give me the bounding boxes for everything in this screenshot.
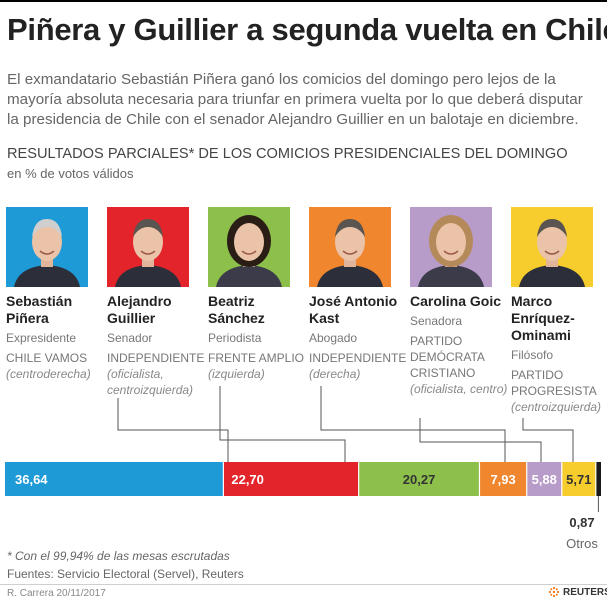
page-subtitle: El exmandatario Sebastián Piñera ganó lo… bbox=[7, 71, 583, 128]
sources: Fuentes: Servicio Electoral (Servel), Re… bbox=[7, 567, 244, 581]
portrait-face bbox=[32, 223, 62, 261]
connector-line bbox=[219, 386, 346, 462]
portrait-hair bbox=[537, 219, 567, 237]
candidate-party: PARTIDO PROGRESISTA bbox=[511, 368, 597, 398]
portrait-face bbox=[537, 223, 567, 261]
candidate-role: Filósofo bbox=[511, 348, 554, 362]
portrait-smile bbox=[544, 250, 560, 255]
reuters-logo: REUTERS bbox=[548, 586, 607, 598]
candidate-info-pinera: Sebastián Piñera Expresidente CHILE VAMO… bbox=[6, 293, 104, 382]
portrait-hair bbox=[335, 219, 365, 237]
candidate-party: INDEPENDIENTE bbox=[309, 351, 407, 365]
credit: R. Carrera 20/11/2017 bbox=[7, 588, 106, 599]
portrait-shoulders bbox=[14, 265, 80, 287]
otros-category-label: Otros bbox=[566, 536, 598, 551]
candidate-name: Beatriz Sánchez bbox=[208, 293, 265, 326]
candidate-party: INDEPENDIENTE bbox=[107, 351, 205, 365]
candidate-role: Expresidente bbox=[6, 331, 77, 345]
otros-value-label: 0,87 bbox=[569, 515, 595, 530]
portrait-hair bbox=[32, 219, 62, 237]
portrait-shoulders bbox=[115, 265, 181, 287]
candidate-ideology: (oficialista, centroizquierda) bbox=[107, 367, 194, 397]
candidate-photo-kast bbox=[309, 207, 391, 287]
portrait-face bbox=[436, 223, 466, 261]
candidate-photo-pinera bbox=[6, 207, 88, 287]
bar-segment bbox=[561, 462, 596, 496]
candidate-role: Abogado bbox=[309, 331, 358, 345]
candidate-name: Carolina Goic bbox=[410, 293, 502, 309]
connector-line bbox=[522, 418, 574, 462]
bar-value-label: 5,71 bbox=[566, 472, 591, 487]
candidate-role: Senador bbox=[107, 331, 153, 345]
candidate-photo-guillier bbox=[107, 207, 189, 287]
portrait-neck bbox=[41, 257, 53, 267]
candidate-info-sanchez: Beatriz Sánchez Periodista FRENTE AMPLIO… bbox=[208, 293, 306, 382]
bottom-rule bbox=[0, 584, 607, 585]
portrait-smile bbox=[342, 250, 358, 255]
candidate-ideology: (centroderecha) bbox=[6, 367, 91, 381]
portrait-neck bbox=[344, 257, 356, 267]
bar-segment bbox=[595, 462, 601, 496]
portrait-hair bbox=[133, 219, 163, 237]
candidate-party: CHILE VAMOS bbox=[6, 351, 88, 365]
top-rule bbox=[0, 0, 607, 2]
portrait-smile bbox=[39, 250, 55, 255]
portrait-shoulders bbox=[216, 265, 282, 287]
candidate-role: Periodista bbox=[208, 331, 262, 345]
candidate-name: Alejandro Guillier bbox=[107, 293, 172, 326]
chart-subtitle: en % de votos válidos bbox=[7, 166, 134, 181]
chart-title: RESULTADOS PARCIALES* DE LOS COMICIOS PR… bbox=[7, 146, 568, 162]
portrait-smile bbox=[443, 250, 459, 255]
candidate-party: FRENTE AMPLIO bbox=[208, 351, 305, 365]
portrait-neck bbox=[546, 257, 558, 267]
candidate-ideology: (centroizquierda) bbox=[511, 400, 602, 414]
connector-line bbox=[419, 418, 542, 462]
reuters-brand-text: REUTERS bbox=[563, 586, 607, 598]
candidate-name: José Antonio Kast bbox=[309, 293, 398, 326]
portrait-face bbox=[234, 223, 264, 261]
portrait-face bbox=[335, 223, 365, 261]
bar-value-label: 5,88 bbox=[532, 472, 557, 487]
candidate-name: Marco Enríquez-Ominami bbox=[511, 293, 575, 343]
bar-segment bbox=[223, 462, 359, 496]
bar-segment bbox=[5, 462, 224, 496]
bar-segment bbox=[479, 462, 527, 496]
candidate-info-goic: Carolina Goic Senadora PARTIDO DEMÓCRATA… bbox=[410, 293, 508, 397]
candidate-info-guillier: Alejandro Guillier Senador INDEPENDIENTE… bbox=[107, 293, 205, 398]
candidate-name: Sebastián Piñera bbox=[6, 293, 73, 326]
candidate-ideology: (izquierda) bbox=[208, 367, 265, 381]
candidate-ideology: (derecha) bbox=[309, 367, 361, 381]
candidate-photo-sanchez bbox=[208, 207, 290, 287]
portrait-smile bbox=[140, 250, 156, 255]
portrait-face bbox=[133, 223, 163, 261]
candidate-photo-goic bbox=[410, 207, 492, 287]
connector-line bbox=[117, 398, 229, 462]
candidate-ideology: (oficialista, centro) bbox=[410, 382, 508, 396]
connector-line bbox=[320, 386, 506, 462]
bar-value-label: 22,70 bbox=[231, 472, 264, 487]
bar-segment bbox=[526, 462, 562, 496]
portrait-shoulders bbox=[519, 265, 585, 287]
candidate-photo-enriquez bbox=[511, 207, 593, 287]
bar-value-label: 7,93 bbox=[490, 472, 515, 487]
candidate-party: PARTIDO DEMÓCRATA CRISTIANO bbox=[410, 334, 485, 380]
bar-segment bbox=[358, 462, 480, 496]
bar-value-label: 36,64 bbox=[15, 472, 48, 487]
reuters-dots-icon bbox=[548, 586, 560, 598]
candidate-info-kast: José Antonio Kast Abogado INDEPENDIENTE … bbox=[309, 293, 407, 382]
portrait-neck bbox=[142, 257, 154, 267]
portrait-shoulders bbox=[317, 265, 383, 287]
candidate-role: Senadora bbox=[410, 314, 463, 328]
portrait-smile bbox=[241, 250, 257, 255]
bar-value-label: 20,27 bbox=[403, 472, 436, 487]
portrait-shoulders bbox=[418, 265, 484, 287]
page-title: Piñera y Guillier a segunda vuelta en Ch… bbox=[7, 12, 607, 47]
footnote: * Con el 99,94% de las mesas escrutadas bbox=[7, 549, 230, 563]
candidate-info-enriquez: Marco Enríquez-Ominami Filósofo PARTIDO … bbox=[511, 293, 603, 415]
